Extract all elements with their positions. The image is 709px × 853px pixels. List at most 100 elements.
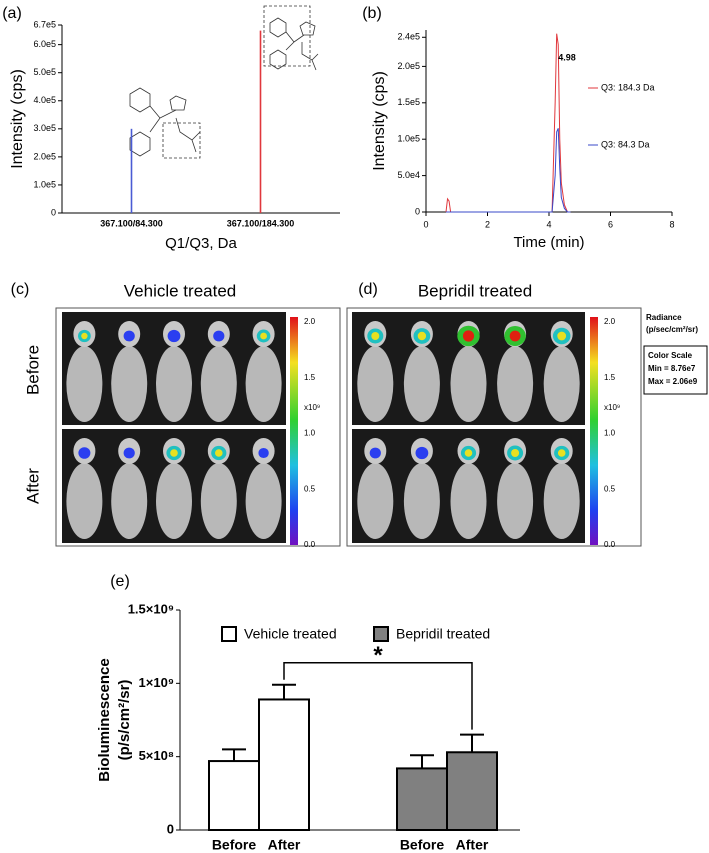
mouse-body [66, 463, 103, 539]
legend-label: Q3: 84.3 Da [601, 139, 650, 149]
x-axis-label: Q1/Q3, Da [165, 235, 237, 252]
y-tick-label: 1×10⁹ [139, 675, 174, 690]
x-tick-label: After [268, 837, 301, 853]
y-tick-label: 3.0e5 [33, 123, 56, 133]
mouse-body [357, 346, 394, 422]
color-scale-text: Min = 8.76e7 [648, 364, 696, 373]
y-tick-label: 1.5×10⁹ [128, 601, 174, 616]
mouse-body [200, 346, 237, 422]
colorbar-tick-label: 2.0 [304, 317, 316, 326]
panel-label: (c) [11, 281, 30, 298]
mouse-body [245, 463, 282, 539]
line [445, 33, 571, 213]
legend-label: Q3: 184.3 Da [601, 82, 655, 92]
error-bar [410, 754, 434, 769]
legend-label: Vehicle treated [244, 626, 337, 642]
colorbar [290, 317, 298, 545]
y-axis-label: Intensity (cps) [371, 71, 388, 171]
colorbar-tick-label: 2.0 [604, 317, 616, 326]
mouse-body [450, 346, 487, 422]
mouse-body [497, 463, 534, 539]
y-tick-label: 5×10⁸ [139, 748, 174, 763]
y-tick-label: 2.0e5 [33, 151, 56, 161]
x-tick-label: After [456, 837, 489, 853]
signal [123, 447, 135, 459]
signal-core [511, 449, 520, 457]
y-tick-label: 1.0e5 [397, 134, 420, 144]
x-axis-label: Time (min) [513, 234, 584, 251]
y-tick-label: 5.0e5 [33, 67, 56, 77]
y-axis-label: Bioluminescence [96, 658, 113, 781]
signal-core [417, 331, 427, 341]
y-tick-label: 1.5e5 [397, 97, 420, 107]
mouse-body [156, 346, 192, 422]
y-tick-label: 0 [415, 206, 420, 216]
colorbar-tick-label: 1.5 [304, 373, 316, 382]
mouse-body [66, 346, 103, 422]
bar [130, 128, 133, 213]
mouse-body [111, 463, 148, 539]
color-scale-text: Max = 2.06e9 [648, 377, 698, 386]
signal [369, 447, 381, 459]
signal-core [260, 332, 267, 340]
mouse-body [111, 346, 148, 422]
signal [258, 447, 269, 459]
bar [396, 767, 448, 832]
x-tick-label: 367.100/84.300 [100, 218, 163, 228]
panel-label: (e) [110, 573, 130, 590]
y-tick-label: 5.0e4 [397, 170, 420, 180]
y-tick-label: 1.0e5 [33, 179, 56, 189]
colorbar-tick-label: 0.5 [604, 484, 616, 493]
x-tick-label: 4 [546, 219, 551, 229]
x-tick-label: Before [400, 837, 445, 853]
y-tick-label: 2.4e5 [397, 32, 420, 42]
radiance-label: (p/sec/cm²/sr) [646, 325, 698, 334]
colorbar-multiplier: x10⁹ [604, 403, 620, 412]
y-tick-label: 6.7e5 [33, 19, 56, 29]
bar [259, 30, 262, 214]
signal [78, 447, 91, 459]
signal-core [462, 330, 475, 342]
mouse-body [357, 463, 394, 539]
signal [415, 446, 429, 460]
legend-swatch [221, 626, 237, 642]
colorbar-tick-label: 1.0 [304, 429, 316, 438]
color-scale-text: Color Scale [648, 351, 693, 360]
x-tick-label: 0 [423, 219, 428, 229]
bar [258, 698, 310, 832]
mouse-body [497, 346, 534, 422]
signal-core [509, 330, 521, 342]
colorbar-multiplier: x10⁹ [304, 403, 320, 412]
signal-core [170, 449, 178, 457]
mouse-body [403, 463, 440, 539]
signal-core [464, 449, 473, 457]
panel-label: (b) [362, 5, 382, 22]
y-axis-label: (p/s/cm²/sr) [116, 680, 133, 761]
error-bar [460, 733, 484, 753]
signal-core [557, 449, 566, 457]
colorbar-tick-label: 0.0 [304, 540, 316, 549]
error-bar [272, 683, 296, 700]
signal [213, 330, 225, 342]
row-label: Before [23, 345, 42, 395]
color-scale-box [643, 345, 708, 395]
significance-bracket [283, 662, 473, 730]
signal-core [557, 331, 567, 341]
y-tick-label: 0 [51, 207, 56, 217]
colorbar-tick-label: 1.5 [604, 373, 616, 382]
y-tick-label: 4.0e5 [33, 95, 56, 105]
signal-core [371, 332, 380, 340]
colorbar-tick-label: 1.0 [604, 429, 616, 438]
mouse-body [156, 463, 192, 539]
bar [208, 760, 260, 831]
mouse-body [543, 463, 580, 539]
error-bar [222, 748, 246, 762]
y-tick-label: 2.0e5 [397, 61, 420, 71]
y-axis-label: Intensity (cps) [9, 69, 26, 169]
mouse-body [403, 346, 440, 422]
legend-label: Bepridil treated [396, 626, 490, 642]
molecule [129, 5, 319, 159]
x-tick-label: Before [212, 837, 257, 853]
